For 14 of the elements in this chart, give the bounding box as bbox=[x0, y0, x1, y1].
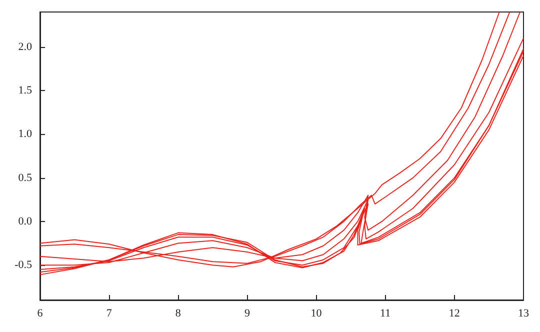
y-tick-label: 1.5 bbox=[18, 84, 32, 97]
x-tick-label: 7 bbox=[106, 308, 112, 320]
x-tick-label: 13 bbox=[518, 308, 530, 320]
y-tick-label: 1.0 bbox=[18, 128, 32, 140]
y-tick-label: 0.0 bbox=[18, 215, 32, 228]
y-tick-label: -0.5 bbox=[14, 259, 32, 272]
y-tick-label: 2.0 bbox=[18, 40, 32, 53]
y-tick-label: 0.5 bbox=[18, 172, 32, 184]
x-tick-label: 8 bbox=[175, 308, 182, 320]
x-tick-label: 11 bbox=[380, 308, 391, 320]
x-tick-label: 6 bbox=[37, 308, 44, 320]
x-tick-label: 10 bbox=[310, 308, 322, 320]
x-tick-label: 9 bbox=[244, 308, 250, 320]
x-tick-label: 12 bbox=[448, 308, 460, 320]
